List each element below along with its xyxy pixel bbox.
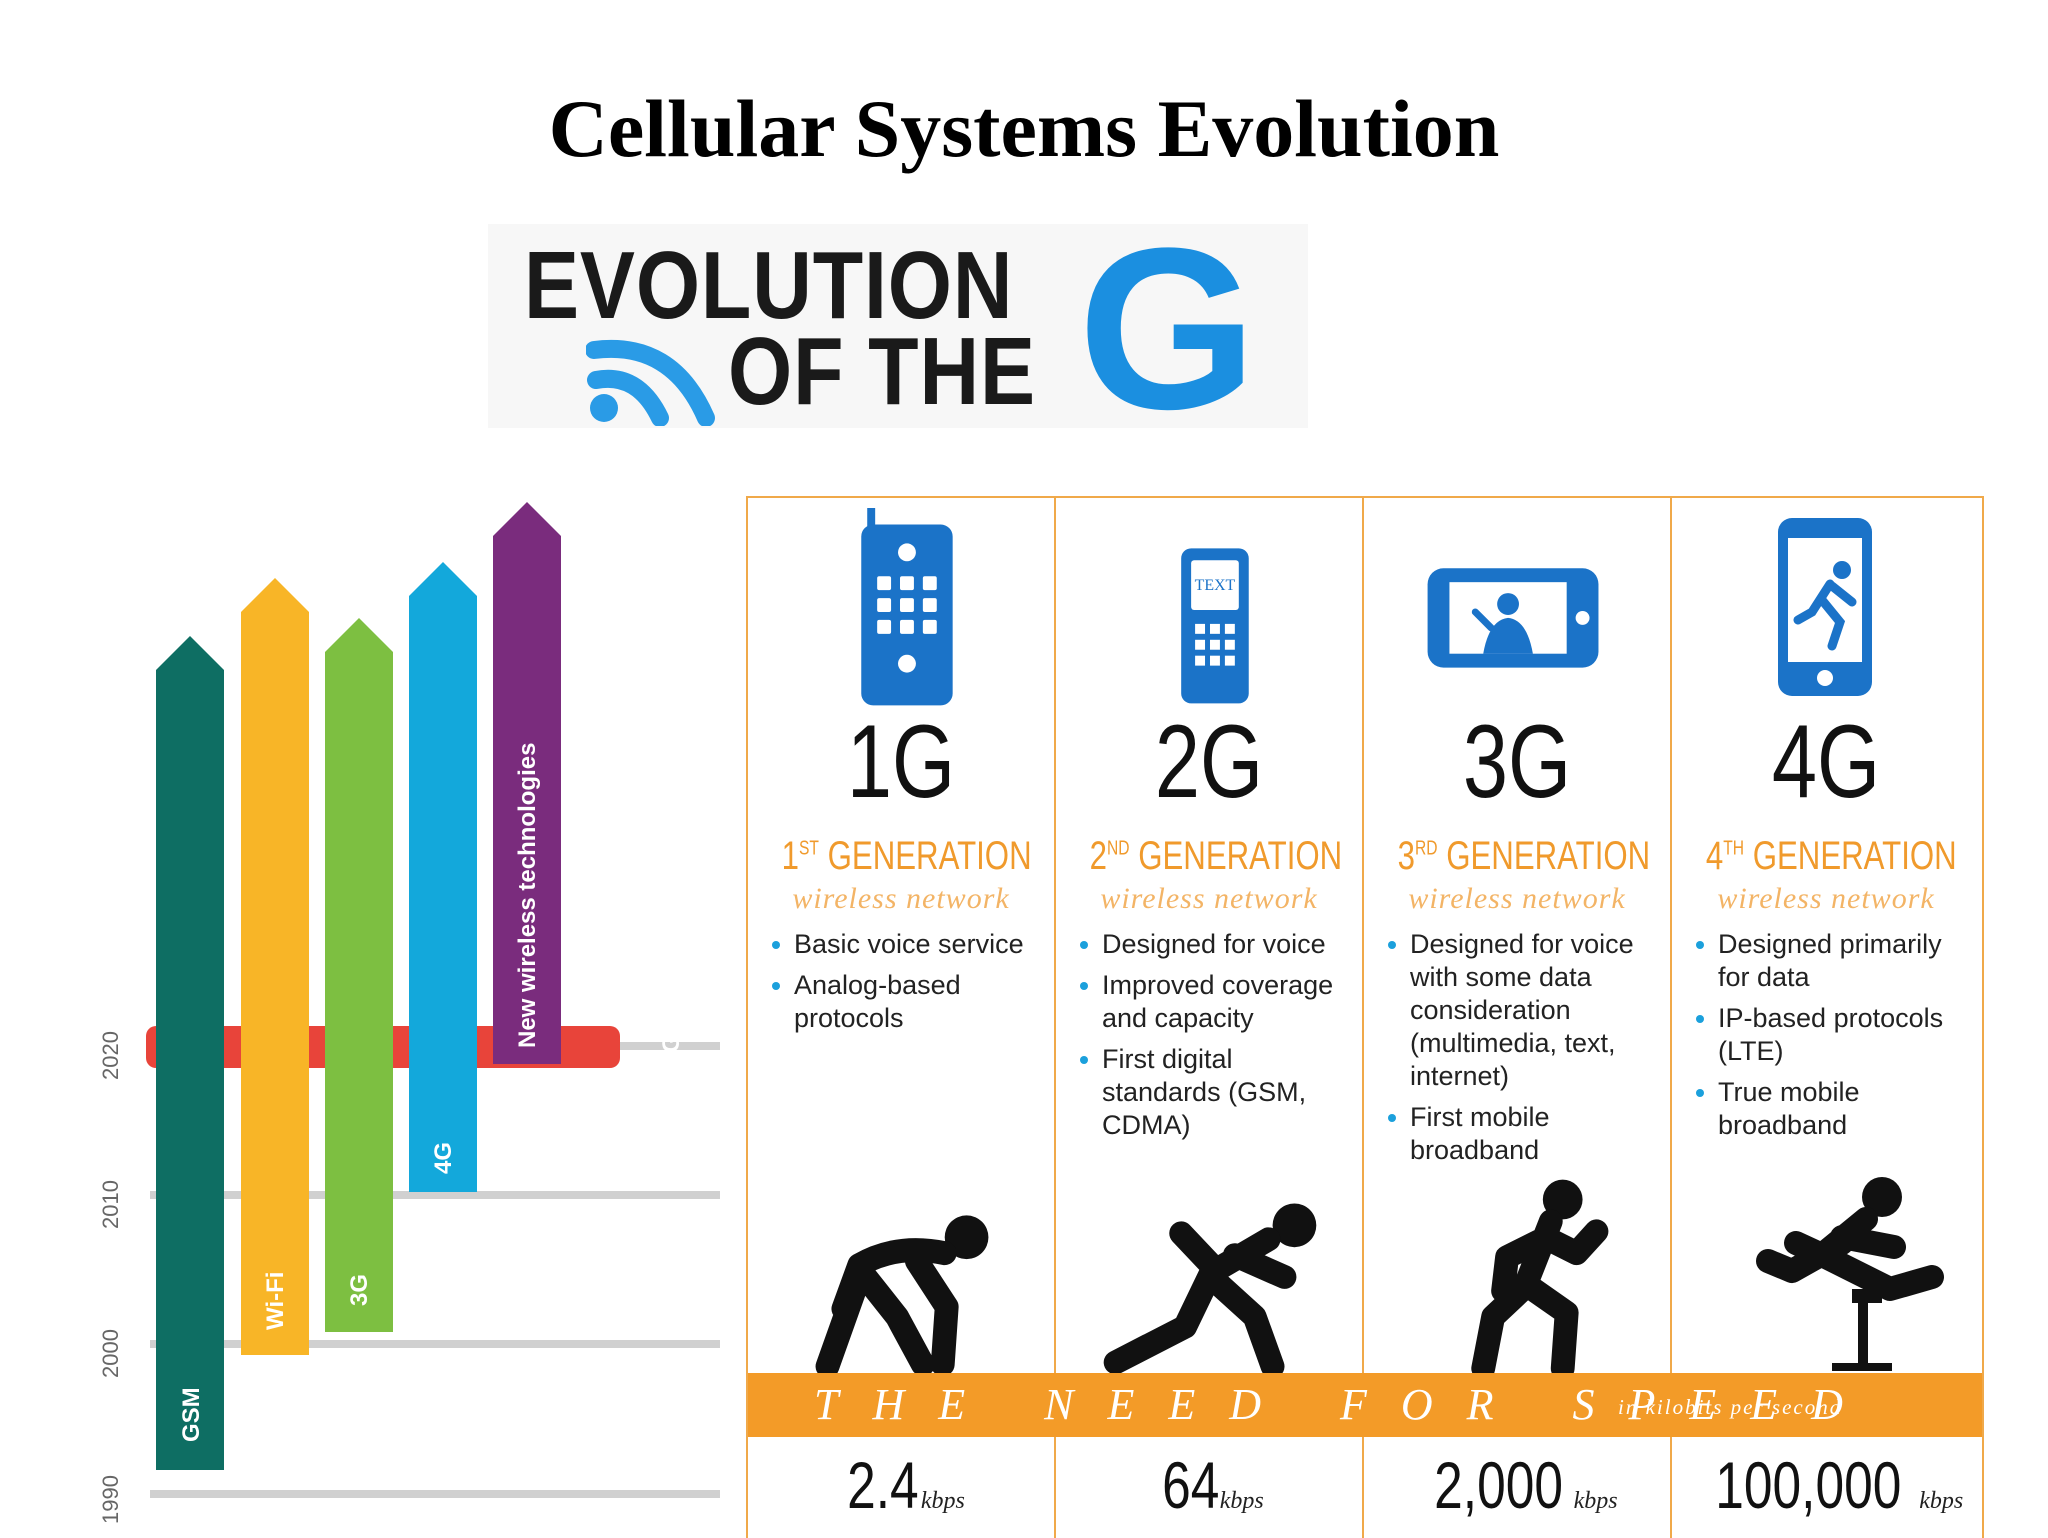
generation-heading: 2ND GENERATION xyxy=(1089,834,1343,878)
bullet-item: Designed for voice with some data consid… xyxy=(1388,928,1660,1093)
bar-label-new-wireless: New wireless technologies xyxy=(514,742,541,1048)
bar-gsm xyxy=(156,636,224,1470)
bullet-item: Analog-based protocols xyxy=(772,969,1044,1035)
starting-runner-icon xyxy=(1103,1203,1317,1377)
generation-bullets: Designed for voice Improved coverage and… xyxy=(1080,928,1352,1150)
bar-4g xyxy=(409,562,477,1192)
speed-value: 2.4 xyxy=(847,1448,919,1522)
speed-unit: kbps xyxy=(1919,1488,1964,1514)
grid-line-2010 xyxy=(150,1191,720,1199)
generation-bullets: Basic voice service Analog-based protoco… xyxy=(772,928,1044,1043)
wifi-icon xyxy=(586,339,715,426)
speed-value-3g: 2,000 kbps xyxy=(1364,1437,1672,1538)
crouching-runner-icon xyxy=(815,1215,989,1377)
generation-column-3g: 3G 3RD GENERATION wireless network Desig… xyxy=(1364,498,1672,1377)
bullet-item: Designed for voice xyxy=(1080,928,1352,961)
generations-table: 1G 1ST GENERATION wireless network Basic… xyxy=(746,496,1984,1538)
generation-number: 1G xyxy=(846,704,956,820)
speed-value-1g: 2.4kbps xyxy=(748,1437,1056,1538)
logo-line2: OF THE xyxy=(728,318,1036,425)
bullet-item: Designed primarily for data xyxy=(1696,928,1970,994)
brick-phone-icon xyxy=(861,508,953,706)
video-phone-icon xyxy=(1427,568,1599,668)
generation-subtitle: wireless network xyxy=(1717,882,1935,915)
bar-3g xyxy=(325,618,393,1332)
logo-big-g: G xyxy=(1078,200,1257,457)
speed-value-4g: 100,000 kbps xyxy=(1672,1437,1980,1538)
need-for-speed-band: THE NEED FOR SPEED in kilobits per secon… xyxy=(748,1373,1982,1437)
speed-unit: kbps xyxy=(920,1488,965,1514)
grid-line-2000 xyxy=(150,1340,720,1348)
generation-heading: 1ST GENERATION xyxy=(781,834,1032,878)
bar-new-wireless xyxy=(493,502,561,1064)
speed-unit: kbps xyxy=(1219,1488,1264,1514)
generation-subtitle: wireless network xyxy=(792,882,1010,915)
bar-label-3g: 3G xyxy=(346,1273,373,1306)
text-phone-icon: TEXT xyxy=(1181,548,1249,704)
timeline-bars-svg xyxy=(156,502,561,1470)
speed-value-2g: 64kbps xyxy=(1056,1437,1364,1538)
technology-timeline: 2020 2010 2000 1990 5G GSM Wi-Fi 3G 4G N… xyxy=(80,480,720,1536)
speed-value: 2,000 xyxy=(1434,1448,1564,1522)
grid-line-1990 xyxy=(150,1490,720,1498)
bullet-item: True mobile broadband xyxy=(1696,1076,1970,1142)
bar-label-4g: 4G xyxy=(430,1141,457,1174)
svg-text:TEXT: TEXT xyxy=(1195,577,1236,594)
generation-column-2g: TEXT 2G 2ND GENERATION wireless network … xyxy=(1056,498,1364,1377)
running-person-icon xyxy=(1471,1179,1609,1377)
speed-value: 64 xyxy=(1162,1448,1220,1522)
bullet-item: First digital standards (GSM, CDMA) xyxy=(1080,1043,1352,1142)
bullet-item: Basic voice service xyxy=(772,928,1044,961)
generation-bullets: Designed primarily for data IP-based pro… xyxy=(1696,928,1970,1150)
bar-wifi xyxy=(241,578,309,1355)
bar-label-gsm: GSM xyxy=(178,1387,205,1442)
generation-column-4g: 4G 4TH GENERATION wireless network Desig… xyxy=(1672,498,1980,1373)
bar-label-wifi: Wi-Fi xyxy=(262,1271,289,1330)
generation-heading: 4TH GENERATION xyxy=(1705,834,1957,878)
smartphone-icon xyxy=(1778,518,1872,696)
generation-heading: 3RD GENERATION xyxy=(1397,834,1651,878)
generation-subtitle: wireless network xyxy=(1100,882,1318,915)
bullet-item: IP-based protocols (LTE) xyxy=(1696,1002,1970,1068)
slide-title: Cellular Systems Evolution xyxy=(548,83,1500,174)
hurdling-runner-icon xyxy=(1756,1177,1944,1371)
speed-unit-note: in kilobits per second xyxy=(1618,1395,1843,1419)
generation-number: 2G xyxy=(1154,704,1264,820)
generation-subtitle: wireless network xyxy=(1408,882,1626,915)
generation-number: 4G xyxy=(1771,704,1881,820)
evolution-logo: EVOLUTION OF THE G xyxy=(488,214,1308,444)
generation-column-1g: 1G 1ST GENERATION wireless network Basic… xyxy=(748,498,1056,1377)
logo-line1: EVOLUTION xyxy=(524,232,1014,339)
speed-value: 100,000 xyxy=(1714,1448,1902,1522)
bullet-item: First mobile broadband xyxy=(1388,1101,1660,1167)
generation-number: 3G xyxy=(1462,704,1572,820)
speed-heading: THE NEED FOR SPEED xyxy=(814,1380,1877,1429)
bullet-item: Improved coverage and capacity xyxy=(1080,969,1352,1035)
generation-bullets: Designed for voice with some data consid… xyxy=(1388,928,1660,1175)
speed-unit: kbps xyxy=(1573,1488,1618,1514)
